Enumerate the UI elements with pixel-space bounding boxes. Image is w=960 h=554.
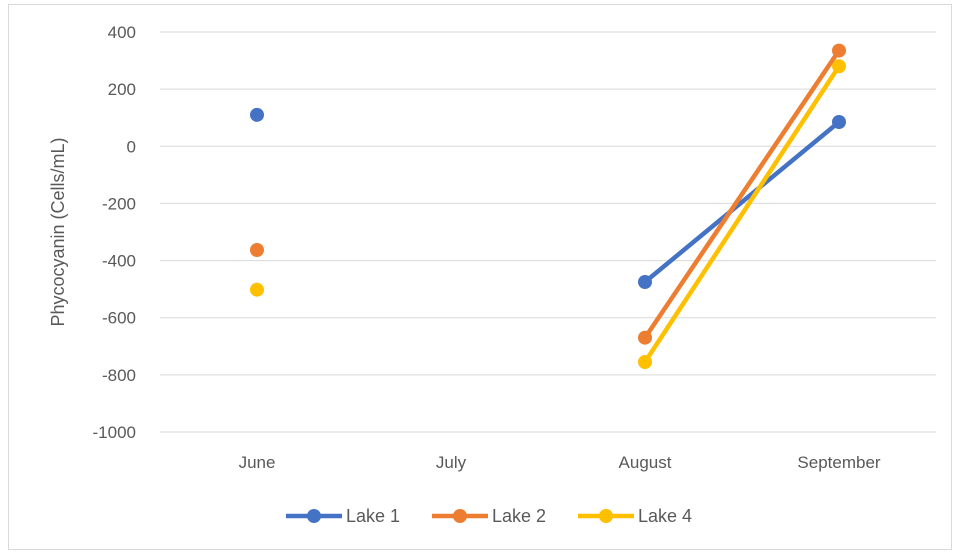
series-lake-1 [250, 107, 846, 289]
legend-item: Lake 4 [578, 506, 692, 526]
y-tick-label: -1000 [93, 423, 136, 442]
legend-marker [599, 509, 613, 523]
series-line-segment [642, 119, 842, 285]
y-axis-title: Phycocyanin (Cells/mL) [48, 137, 68, 326]
data-point [250, 282, 264, 297]
series-line-segment [642, 48, 842, 340]
y-tick-label: -400 [102, 252, 136, 271]
x-tick-label: June [239, 453, 276, 472]
legend-marker [307, 509, 321, 523]
data-point [832, 59, 846, 74]
legend-item: Lake 2 [432, 506, 546, 526]
data-point [638, 355, 652, 369]
legend-label: Lake 1 [346, 506, 400, 526]
x-tick-label: July [436, 453, 467, 472]
data-point [638, 275, 652, 289]
y-tick-label: -800 [102, 366, 136, 385]
y-tick-label: 200 [108, 80, 136, 99]
data-point [250, 107, 264, 122]
y-tick-label: 0 [127, 137, 136, 156]
y-tick-label: -600 [102, 309, 136, 328]
data-point [832, 43, 846, 58]
series-lake-4 [250, 59, 846, 369]
legend-item: Lake 1 [286, 506, 400, 526]
data-point [638, 330, 652, 345]
y-tick-label: 400 [108, 23, 136, 42]
series-line-segment [642, 64, 842, 365]
series-group [250, 43, 846, 369]
legend-label: Lake 4 [638, 506, 692, 526]
legend: Lake 1 Lake 2 Lake 4 [286, 506, 692, 526]
x-tick-label: August [619, 453, 672, 472]
y-tick-label: -200 [102, 194, 136, 213]
data-point [250, 243, 264, 257]
gridlines [160, 31, 936, 433]
legend-marker [453, 509, 467, 523]
x-tick-label: September [797, 453, 880, 472]
legend-label: Lake 2 [492, 506, 546, 526]
chart-frame [8, 4, 952, 550]
y-tick-labels: 400 200 0 -200 -400 -600 -800 -1000 [93, 23, 136, 442]
series-lake-2 [250, 43, 846, 345]
data-point [832, 115, 846, 129]
x-tick-labels: June July August September [239, 453, 881, 472]
